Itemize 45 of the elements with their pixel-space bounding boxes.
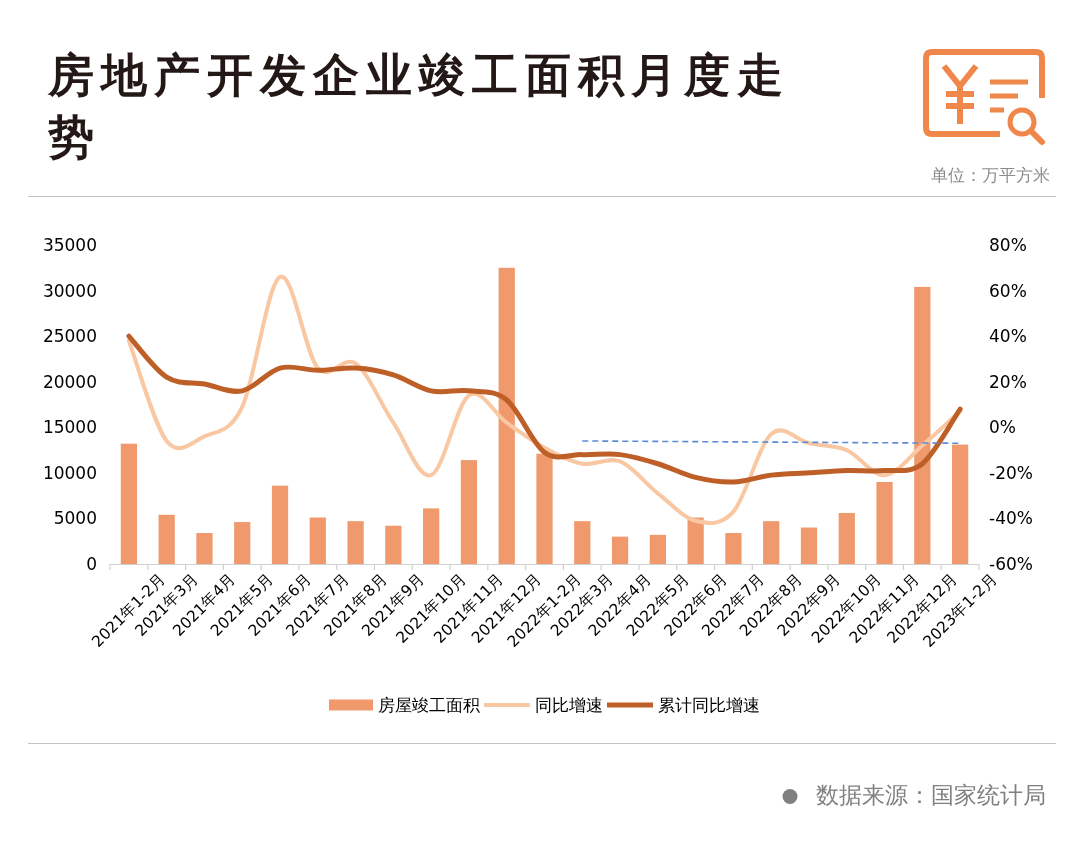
bar [914, 286, 931, 564]
y-tick-label: 35000 [42, 235, 97, 255]
bar [876, 481, 893, 564]
y2-tick-label: 80% [989, 235, 1027, 255]
y2-tick-label: -40% [989, 508, 1033, 529]
y-tick-label: 0 [86, 554, 97, 574]
bar [234, 522, 251, 564]
legend-label: 同比增速 [535, 695, 603, 715]
bar [951, 444, 969, 564]
y2-tick-label: -20% [989, 462, 1033, 483]
y-tick-label: 15000 [42, 417, 97, 438]
y2-tick-label: 60% [989, 280, 1027, 301]
bar [763, 521, 780, 564]
y2-tick-label: 0% [989, 417, 1016, 438]
legend-label: 房屋竣工面积 [378, 695, 480, 715]
bar [158, 514, 175, 564]
legend-label: 累计同比增速 [658, 695, 760, 715]
bar [574, 521, 591, 564]
bar [498, 267, 515, 564]
bar [725, 533, 742, 564]
y-tick-label: 25000 [42, 326, 97, 347]
y-tick-label: 5000 [53, 508, 97, 529]
source-note: 数据来源：国家统计局 [816, 781, 1046, 810]
chart-title: 房地产开发企业竣工面积月度走势 [48, 47, 791, 166]
y-tick-label: 30000 [42, 280, 97, 301]
bar [309, 517, 326, 564]
y-tick-label: 20000 [42, 371, 97, 392]
bar [347, 521, 364, 564]
y2-tick-label: 40% [989, 326, 1027, 347]
bar [687, 517, 704, 564]
y-tick-label: 10000 [42, 462, 97, 483]
bar [460, 460, 478, 564]
y2-tick-label: 20% [989, 371, 1027, 392]
bar [271, 485, 289, 564]
bar [838, 512, 855, 564]
bar [800, 527, 818, 564]
bar [385, 525, 402, 564]
bar [423, 508, 440, 564]
bar [120, 443, 138, 564]
bar [196, 533, 213, 564]
bar [611, 536, 629, 564]
bar [649, 534, 666, 564]
bar [536, 453, 553, 564]
y2-tick-label: -60% [989, 554, 1033, 574]
text: 单位：万平方米 [931, 164, 1050, 187]
